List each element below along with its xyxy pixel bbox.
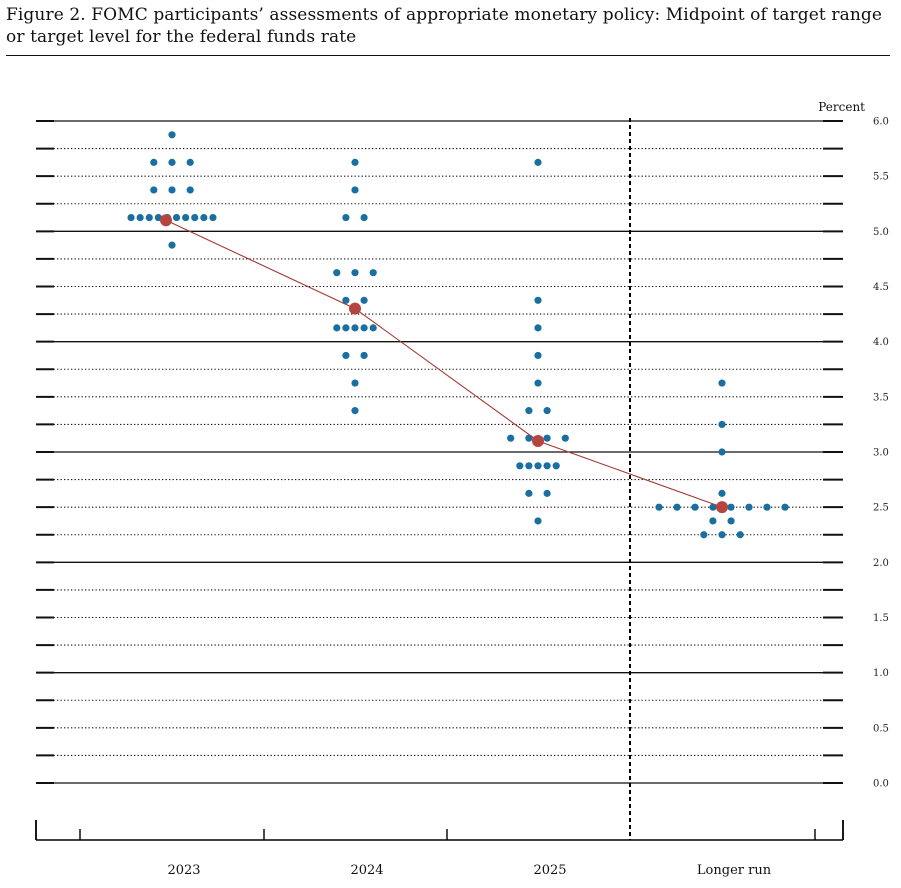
x-category-label: 2024 bbox=[350, 863, 383, 878]
participant-dot bbox=[351, 379, 359, 387]
participant-dot bbox=[525, 462, 533, 470]
participant-dot bbox=[534, 379, 542, 387]
participant-dot bbox=[745, 503, 753, 511]
participant-dot bbox=[534, 324, 542, 332]
y-tick-label: 3.5 bbox=[873, 392, 889, 403]
y-tick-label: 0.0 bbox=[873, 779, 889, 790]
participant-dot bbox=[186, 158, 194, 166]
participant-dot bbox=[516, 462, 524, 470]
participant-dot bbox=[351, 269, 359, 277]
participant-dot bbox=[351, 158, 359, 166]
participant-dot bbox=[543, 462, 551, 470]
participant-dot bbox=[360, 324, 368, 332]
participant-dot bbox=[168, 241, 176, 249]
participant-dot bbox=[543, 489, 551, 497]
participant-dot bbox=[763, 503, 771, 511]
participant-dot bbox=[718, 489, 726, 497]
title-rule bbox=[6, 55, 890, 56]
y-tick-label: 3.0 bbox=[873, 448, 889, 459]
y-tick-label: 4.5 bbox=[873, 282, 889, 293]
participant-dot bbox=[507, 434, 515, 442]
participant-dot bbox=[351, 324, 359, 332]
participant-dot bbox=[718, 420, 726, 429]
participant-dot bbox=[534, 158, 542, 166]
participant-dot bbox=[168, 158, 176, 166]
participant-dot bbox=[333, 269, 341, 277]
participant-dot bbox=[709, 517, 717, 525]
median-point bbox=[349, 302, 361, 315]
y-tick-label: 6.0 bbox=[873, 117, 889, 128]
median-point bbox=[716, 501, 728, 514]
y-tick-label: 2.0 bbox=[873, 558, 889, 569]
y-tick-label: 0.5 bbox=[873, 723, 889, 734]
participant-dot bbox=[186, 186, 194, 194]
participant-dot bbox=[534, 517, 542, 525]
x-category-label: 2025 bbox=[533, 863, 566, 878]
participant-dot bbox=[191, 213, 199, 222]
x-category-label: Longer run bbox=[697, 863, 772, 878]
participant-dot bbox=[552, 462, 560, 470]
participant-dot bbox=[342, 351, 350, 360]
participant-dot bbox=[525, 489, 533, 497]
participant-dot bbox=[718, 379, 726, 387]
y-tick-label: 4.0 bbox=[873, 337, 889, 348]
participant-dot bbox=[360, 351, 368, 360]
participant-dot bbox=[673, 503, 681, 511]
y-tick-label: 1.5 bbox=[873, 613, 889, 624]
participant-dot bbox=[333, 324, 341, 332]
participant-dot bbox=[150, 186, 158, 194]
participant-dot bbox=[534, 296, 542, 304]
y-tick-label: 2.5 bbox=[873, 503, 889, 514]
participant-dot bbox=[727, 517, 735, 525]
x-category-label: 2023 bbox=[167, 863, 200, 878]
participant-dot bbox=[691, 503, 699, 511]
participant-dot bbox=[718, 448, 726, 456]
participant-dot bbox=[150, 158, 158, 166]
participant-dot bbox=[543, 407, 551, 415]
participant-dot bbox=[543, 434, 551, 442]
participant-dot bbox=[534, 462, 542, 470]
participant-dot bbox=[700, 531, 708, 539]
median-point bbox=[532, 434, 544, 447]
participant-dot bbox=[209, 213, 217, 222]
figure-title: Figure 2. FOMC participants’ assessments… bbox=[6, 5, 883, 47]
participant-dot bbox=[369, 324, 377, 332]
participant-dot bbox=[736, 531, 744, 539]
participant-dot bbox=[727, 503, 735, 511]
participant-dot bbox=[655, 503, 663, 511]
participant-dot bbox=[145, 213, 153, 222]
participant-dot bbox=[781, 503, 789, 511]
participant-dot bbox=[136, 213, 144, 222]
participant-dot bbox=[172, 213, 181, 222]
participant-dot bbox=[200, 213, 208, 222]
participant-dot bbox=[534, 351, 542, 360]
y-tick-label: 1.0 bbox=[873, 668, 889, 679]
participant-dot bbox=[342, 213, 350, 222]
participant-dot bbox=[369, 269, 377, 277]
participant-dot bbox=[168, 131, 176, 139]
y-tick-label: 5.5 bbox=[873, 172, 889, 183]
participant-dot bbox=[525, 434, 533, 442]
participant-dot bbox=[168, 186, 176, 194]
participant-dot bbox=[360, 296, 368, 304]
participant-dot bbox=[182, 213, 190, 222]
median-point bbox=[160, 214, 172, 227]
participant-dot bbox=[342, 324, 350, 332]
participant-dot bbox=[351, 407, 359, 415]
median-line bbox=[165, 219, 723, 508]
participant-dot bbox=[561, 434, 569, 442]
participant-dot bbox=[360, 213, 368, 222]
y-tick-label: 5.0 bbox=[873, 227, 889, 238]
participant-dot bbox=[709, 503, 717, 511]
participant-dot bbox=[351, 186, 359, 194]
participant-dot bbox=[127, 213, 135, 222]
y-axis-unit-label: Percent bbox=[818, 100, 865, 114]
participant-dot bbox=[718, 531, 726, 539]
participant-dot bbox=[342, 296, 350, 304]
participant-dot bbox=[525, 407, 533, 415]
